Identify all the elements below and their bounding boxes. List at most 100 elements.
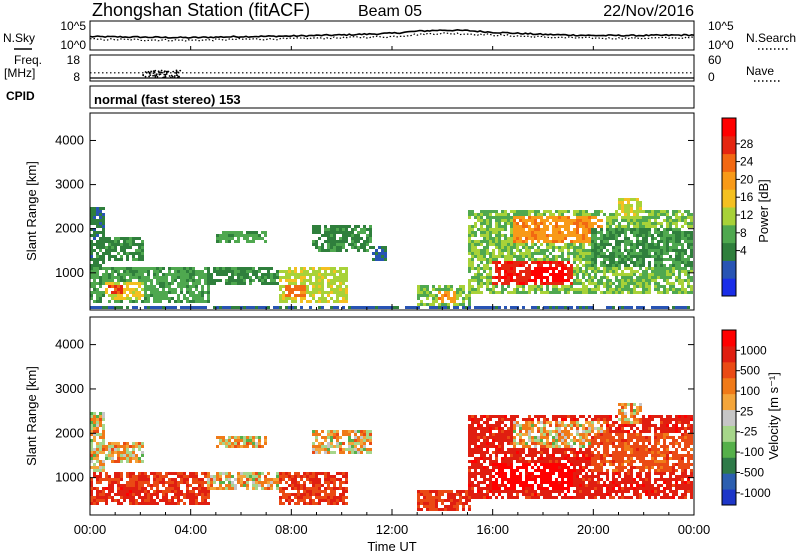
heatmap-cell [525, 445, 528, 448]
heatmap-cell [675, 216, 678, 219]
heatmap-cell [252, 306, 255, 309]
heatmap-cell [519, 216, 522, 219]
heatmap-cell [330, 475, 333, 478]
heatmap-cell [471, 267, 474, 270]
heatmap-cell [486, 258, 489, 261]
heatmap-cell [348, 225, 351, 228]
heatmap-cell [366, 430, 369, 433]
heatmap-cell [612, 291, 615, 294]
heatmap-cell [120, 445, 123, 448]
heatmap-cell [123, 240, 126, 243]
heatmap-cell [600, 234, 603, 237]
heatmap-cell [609, 261, 612, 264]
heatmap-cell [180, 478, 183, 481]
heatmap-cell [678, 261, 681, 264]
heatmap-cell [246, 231, 249, 234]
heatmap-cell [342, 237, 345, 240]
heatmap-cell [276, 270, 279, 273]
heatmap-cell [96, 258, 99, 261]
heatmap-cell [135, 249, 138, 252]
heatmap-cell [489, 219, 492, 222]
heatmap-cell [231, 231, 234, 234]
heatmap-cell [342, 499, 345, 502]
heatmap-cell [582, 252, 585, 255]
heatmap-cell [516, 264, 519, 267]
heatmap-cell [570, 222, 573, 225]
heatmap-cell [540, 213, 543, 216]
heatmap-cell [141, 276, 144, 279]
heatmap-cell [576, 234, 579, 237]
heatmap-cell [189, 273, 192, 276]
heatmap-cell [108, 487, 111, 490]
heatmap-cell [564, 427, 567, 430]
heatmap-cell [546, 246, 549, 249]
heatmap-cell [525, 481, 528, 484]
heatmap-cell [135, 288, 138, 291]
heatmap-cell [498, 237, 501, 240]
heatmap-cell [342, 502, 345, 505]
heatmap-cell [210, 282, 213, 285]
heatmap-cell [546, 478, 549, 481]
heatmap-cell [477, 249, 480, 252]
heatmap-cell [468, 228, 471, 231]
heatmap-cell [330, 285, 333, 288]
heatmap-cell [546, 228, 549, 231]
heatmap-cell [336, 225, 339, 228]
freq-point [142, 74, 145, 77]
heatmap-cell [177, 484, 180, 487]
heatmap-cell [342, 451, 345, 454]
heatmap-cell [657, 210, 660, 213]
heatmap-cell [117, 276, 120, 279]
heatmap-cell [543, 291, 546, 294]
heatmap-cell [495, 424, 498, 427]
heatmap-cell [513, 487, 516, 490]
heatmap-cell [312, 282, 315, 285]
heatmap-cell [531, 418, 534, 421]
heatmap-cell [90, 454, 93, 457]
heatmap-cell [462, 502, 465, 505]
heatmap-cell [486, 240, 489, 243]
heatmap-cell [207, 270, 210, 273]
heatmap-cell [312, 487, 315, 490]
heatmap-cell [663, 240, 666, 243]
heatmap-cell [108, 237, 111, 240]
heatmap-cell [261, 276, 264, 279]
heatmap-cell [189, 484, 192, 487]
heatmap-cell [108, 490, 111, 493]
heatmap-cell [147, 306, 150, 309]
heatmap-cell [543, 490, 546, 493]
heatmap-cell [468, 225, 471, 228]
heatmap-cell [186, 273, 189, 276]
heatmap-cell [129, 273, 132, 276]
heatmap-cell [537, 421, 540, 424]
heatmap-cell [663, 270, 666, 273]
heatmap-cell [168, 484, 171, 487]
heatmap-cell [528, 291, 531, 294]
heatmap-cell [468, 487, 471, 490]
heatmap-cell [648, 243, 651, 246]
heatmap-cell [501, 225, 504, 228]
heatmap-cell [114, 300, 117, 303]
heatmap-cell [681, 231, 684, 234]
heatmap-cell [324, 472, 327, 475]
heatmap-cell [123, 243, 126, 246]
heatmap-cell [531, 252, 534, 255]
heatmap-cell [531, 451, 534, 454]
heatmap-cell [480, 487, 483, 490]
heatmap-cell [687, 291, 690, 294]
heatmap-cell [138, 493, 141, 496]
heatmap-cell [174, 270, 177, 273]
heatmap-cell [123, 267, 126, 270]
heatmap-cell [573, 246, 576, 249]
heatmap-cell [552, 469, 555, 472]
heatmap-cell [558, 234, 561, 237]
heatmap-cell [633, 285, 636, 288]
heatmap-cell [606, 306, 609, 309]
heatmap-cell [624, 249, 627, 252]
colorbar-swatch [722, 171, 736, 190]
heatmap-cell [132, 273, 135, 276]
freq-point [159, 73, 162, 75]
heatmap-cell [510, 237, 513, 240]
heatmap-cell [315, 439, 318, 442]
heatmap-cell [570, 276, 573, 279]
